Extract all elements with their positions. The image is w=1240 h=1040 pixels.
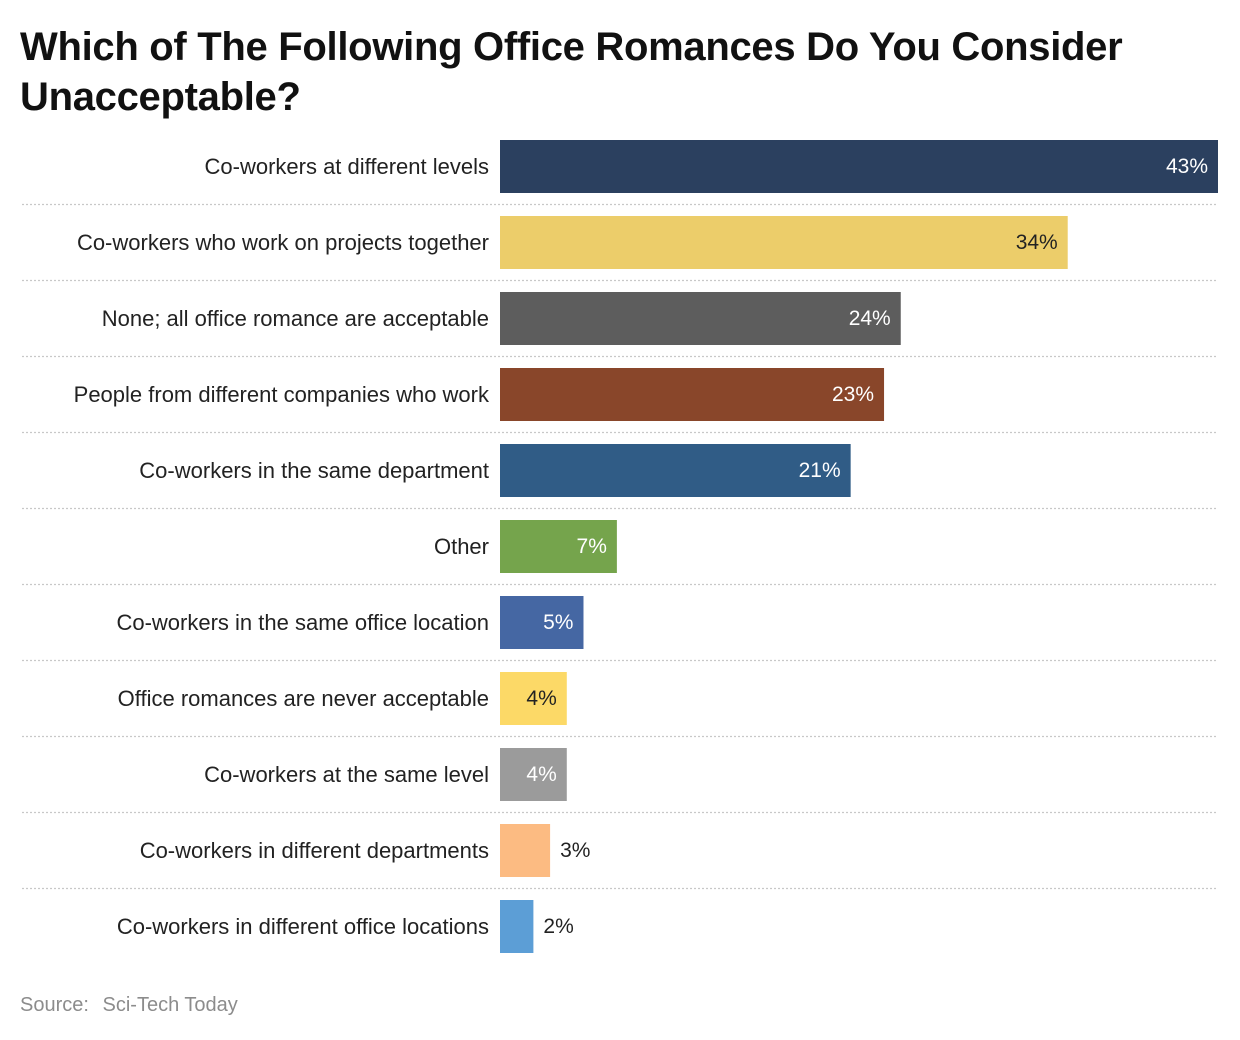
bar xyxy=(500,824,551,877)
category-label: Co-workers in different departments xyxy=(140,838,489,863)
bar-chart: Co-workers at different levels 43% Co-work… xyxy=(22,140,1218,953)
bar-value-label: 23% xyxy=(832,383,874,406)
source-note: Source: Sci-Tech Today xyxy=(20,994,238,1017)
bar xyxy=(500,748,567,801)
category-label: Office romances are never acceptable xyxy=(118,686,489,711)
category-label: Co-workers at different levels xyxy=(205,154,490,179)
category-label: None; all office romance are acceptable xyxy=(102,306,489,331)
bar xyxy=(500,520,617,573)
chart-title: Which of The Following Office Romances D… xyxy=(20,25,1123,119)
category-label: Other xyxy=(434,534,489,559)
bar xyxy=(500,368,885,421)
bar-value-label: 24% xyxy=(849,307,891,330)
bar-value-label: 7% xyxy=(577,535,607,558)
bar xyxy=(500,140,1218,193)
bar xyxy=(500,216,1068,269)
bar xyxy=(500,292,901,345)
bar xyxy=(500,672,567,725)
bar-value-label: 5% xyxy=(543,611,573,634)
bar-value-label: 34% xyxy=(1016,231,1058,254)
source-label: Source: xyxy=(20,994,89,1016)
category-label: People from different companies who work xyxy=(74,382,490,407)
category-label: Co-workers in the same department xyxy=(139,458,489,483)
bar-value-label: 2% xyxy=(543,915,573,938)
bar xyxy=(500,444,851,497)
category-label: Co-workers who work on projects together xyxy=(77,230,489,255)
bar-value-label: 43% xyxy=(1166,155,1208,178)
bar-value-label: 3% xyxy=(560,839,590,862)
category-label: Co-workers in different office locations xyxy=(117,914,489,939)
bar-value-label: 4% xyxy=(526,687,556,710)
bar xyxy=(500,596,584,649)
category-label: Co-workers in the same office location xyxy=(116,610,489,635)
bar-value-label: 21% xyxy=(799,459,841,482)
source-value: Sci-Tech Today xyxy=(102,994,238,1016)
category-label: Co-workers at the same level xyxy=(204,762,489,787)
bar xyxy=(500,900,534,953)
bar-value-label: 4% xyxy=(526,763,556,786)
